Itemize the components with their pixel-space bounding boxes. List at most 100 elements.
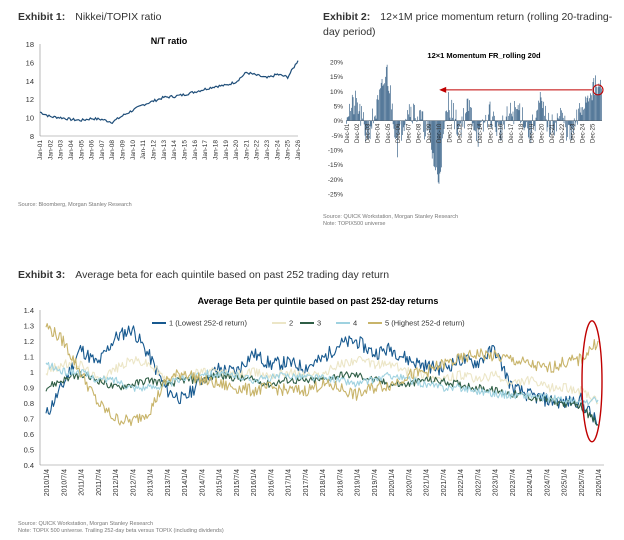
chart-2-bar [544, 115, 545, 121]
chart-2-bar [586, 97, 588, 121]
chart-1-xtick: Jan-11 [140, 140, 147, 160]
chart-2-bar [563, 120, 565, 124]
chart-2-bar [545, 119, 547, 121]
chart-2-bar [508, 115, 510, 121]
chart-2-bar [438, 120, 440, 184]
chart-2-bar [564, 115, 566, 121]
chart-2-bar [360, 120, 362, 126]
chart-2-bar [587, 95, 589, 121]
chart-2-bar [503, 120, 504, 125]
chart-2-bar [493, 111, 494, 121]
chart-2-bar [398, 120, 400, 134]
chart-3-title: Average Beta per quintile based on past … [198, 296, 439, 306]
chart-2-bar [381, 78, 383, 121]
chart-2-bar [357, 102, 358, 121]
chart-2-bar [580, 107, 582, 121]
chart-2-bar [395, 120, 396, 139]
chart-1-xtick: Jan-25 [285, 140, 292, 160]
chart-1-xtick: Jan-20 [233, 140, 240, 160]
chart-2-ytick: 15% [330, 74, 343, 81]
chart-2-bar [402, 120, 403, 136]
chart-2-bar [538, 100, 539, 121]
chart-2-bar [385, 76, 386, 121]
chart-2-bar [393, 120, 395, 129]
chart-2-bar [473, 120, 475, 131]
chart-2-bar [575, 120, 577, 123]
chart-3-ytick: 0.6 [24, 430, 34, 439]
chart-2-bar [469, 100, 470, 121]
chart-2-bar [488, 104, 490, 121]
chart-2-bar [533, 120, 534, 129]
chart-2-bar [450, 119, 452, 121]
chart-2-bar [540, 97, 542, 121]
chart-2-bar [417, 116, 419, 121]
exhibit-3-source: Source: QUICK Workstation, Morgan Stanle… [18, 521, 154, 527]
chart-2-ytick: -20% [328, 177, 343, 184]
chart-2-bar [384, 83, 385, 121]
chart-3-xtick: 2020/7/4 [406, 469, 413, 496]
chart-3-ytick: 0.7 [24, 415, 34, 424]
chart-1-series-line [39, 60, 299, 125]
chart-2-bar [497, 120, 498, 123]
chart-2-bar [428, 120, 430, 130]
chart-2-bar [495, 120, 497, 132]
chart-2-bar [443, 120, 445, 130]
chart-2-xtick: Dec-09 [427, 123, 433, 143]
chart-2-bar [433, 120, 435, 167]
chart-3-ytick: 0.8 [24, 399, 34, 408]
exhibit-3-label: Exhibit 3: [18, 269, 66, 281]
chart-2-bar [440, 120, 442, 172]
chart-2-bar [373, 120, 374, 124]
chart-2-bar [419, 109, 421, 121]
chart-2-bar [599, 86, 601, 121]
chart-2-bar [530, 120, 532, 144]
chart-2-bar [470, 107, 471, 121]
chart-2-bar [349, 103, 350, 121]
chart-2-bar [493, 115, 495, 121]
chart-2-bar [465, 112, 467, 121]
chart-3-xtick: 2018/1/4 [320, 469, 327, 496]
chart-2-bar [600, 79, 601, 121]
chart-3-xtick: 2019/1/4 [355, 469, 362, 496]
chart-3-ytick: 1.4 [24, 306, 34, 315]
chart-2-ytick: -10% [328, 148, 343, 155]
chart-1-xtick: Jan-17 [202, 140, 209, 160]
chart-2-bar [358, 111, 360, 121]
chart-2-ytick: 10% [330, 89, 343, 96]
chart-2-bar [579, 112, 581, 121]
chart-2-bar [526, 120, 527, 123]
chart-3-xtick: 2015/7/4 [234, 469, 241, 496]
chart-2-bar [499, 120, 500, 125]
chart-2-bar [529, 120, 531, 124]
chart-2-bar [390, 85, 391, 121]
chart-3-ytick: 1.1 [24, 353, 34, 362]
chart-2-bar [356, 98, 357, 121]
chart-2-bar [534, 120, 536, 132]
chart-2-xtick: Dec-16 [499, 123, 505, 143]
exhibit-3-title: Average beta for each quintile based on … [75, 269, 390, 281]
exhibit-2-note: Note: TOPIX500 universe [323, 221, 386, 227]
chart-3-xtick: 2012/7/4 [130, 469, 137, 496]
chart-2-bar [478, 120, 480, 130]
chart-2-bar [423, 120, 424, 132]
chart-2-bar [509, 113, 510, 121]
chart-2-bar [377, 95, 379, 121]
chart-2-bar [378, 99, 379, 121]
chart-2-bar [559, 116, 561, 121]
chart-2-bar [403, 120, 405, 132]
chart-1-xtick: Jan-10 [130, 140, 137, 160]
chart-1-ytick: 10 [26, 114, 34, 123]
chart-3-ytick: 0.9 [24, 384, 34, 393]
chart-2-bar [528, 120, 529, 138]
chart-2-ytick: 0% [334, 118, 344, 125]
chart-2-bar [583, 109, 584, 121]
chart-2-bar [562, 112, 563, 121]
chart-1-xtick: Jan-04 [68, 140, 75, 160]
chart-2-bar [482, 120, 484, 132]
chart-2-bar [458, 120, 459, 129]
chart-2-bar [465, 113, 466, 121]
chart-2-bar [352, 97, 354, 121]
chart-2-bar [567, 120, 569, 125]
chart-2-bar [562, 117, 564, 121]
chart-2-bar [579, 103, 580, 121]
